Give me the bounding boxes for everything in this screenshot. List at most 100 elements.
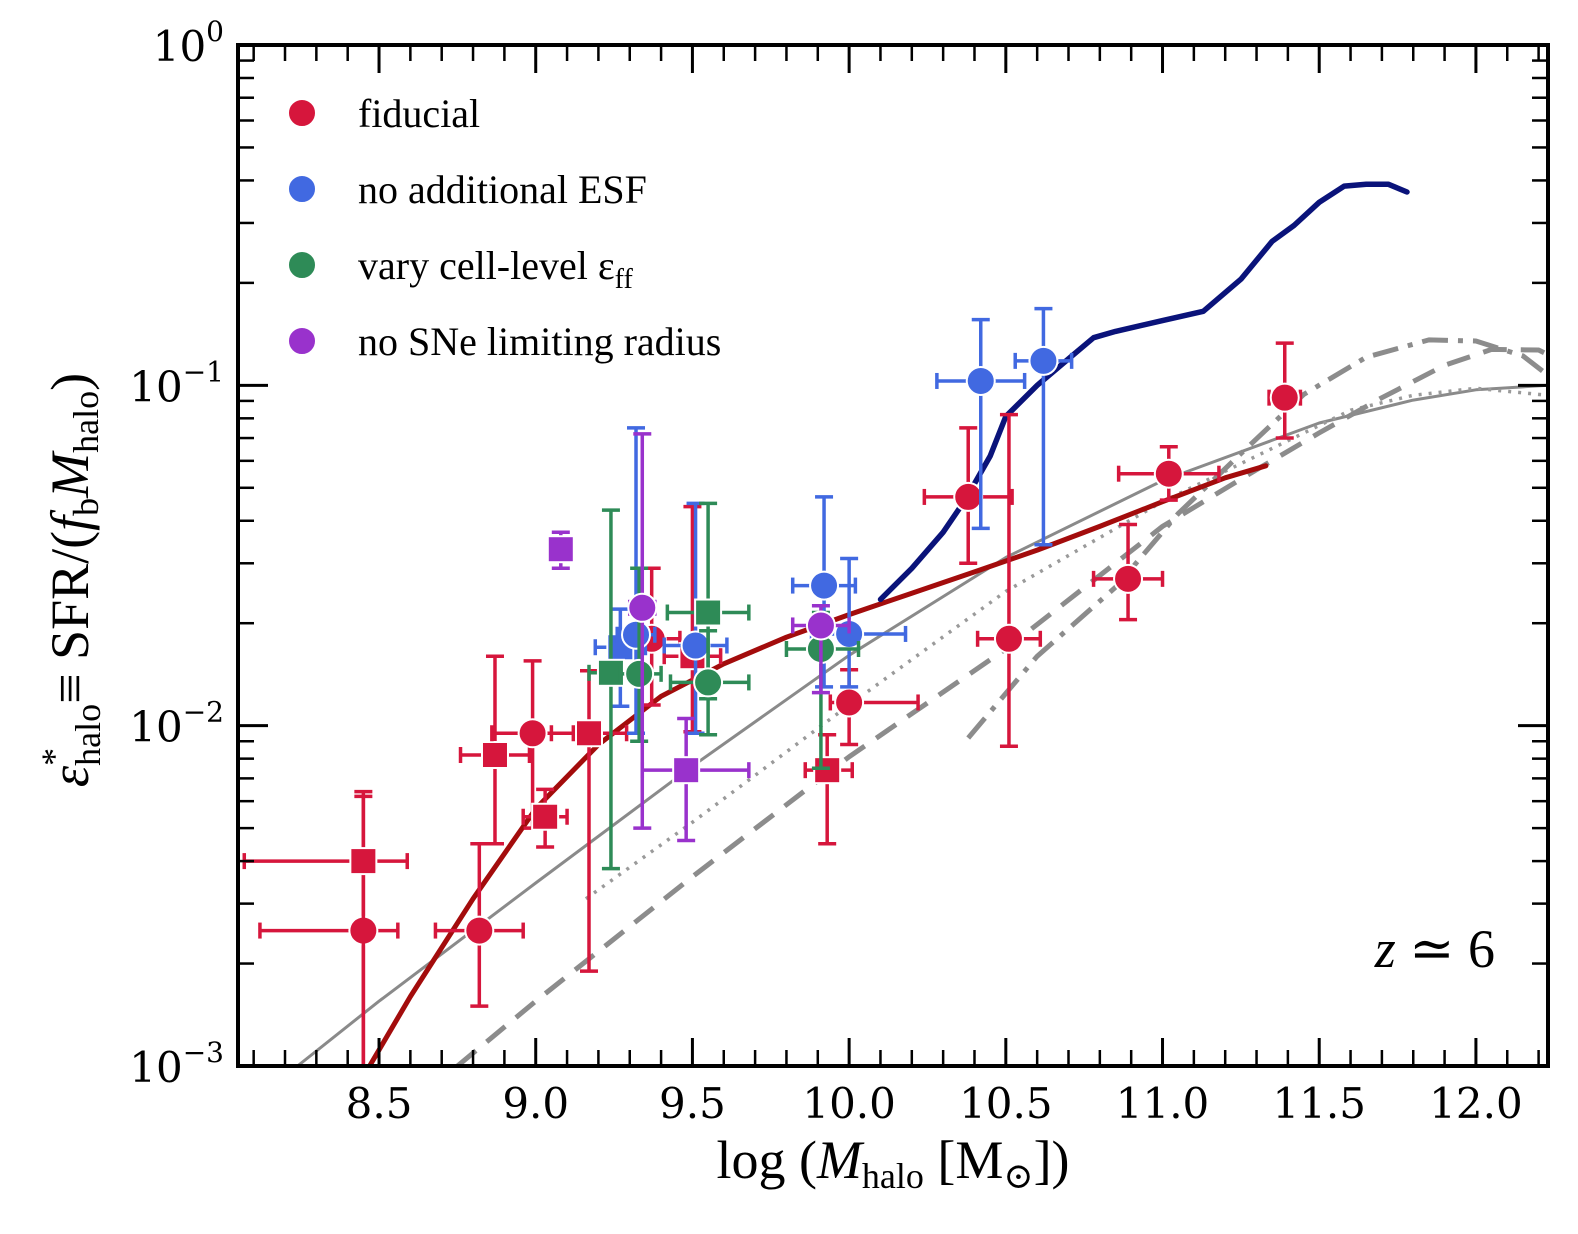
marker-circle bbox=[993, 623, 1024, 654]
marker-circle bbox=[965, 365, 996, 396]
legend-marker bbox=[287, 250, 317, 280]
x-label-sun: ⊙ bbox=[1003, 1156, 1033, 1196]
point-fiducial-2 bbox=[433, 841, 525, 1008]
line-gray-solid bbox=[296, 383, 1548, 1066]
y-tick-label: 10−1 bbox=[129, 355, 224, 411]
legend-label: no SNe limiting radius bbox=[358, 319, 721, 364]
y-tick-exponent: −3 bbox=[183, 1036, 224, 1069]
y-tick-base: 10 bbox=[129, 703, 182, 752]
legend-item-2: vary cell-level εff bbox=[287, 243, 633, 295]
x-label-prefix: log ( bbox=[716, 1130, 817, 1190]
y-label-eps: ε bbox=[40, 765, 100, 787]
x-label-unit: [M bbox=[924, 1130, 1004, 1190]
point-fiducial-14 bbox=[1116, 444, 1221, 502]
fit-curves bbox=[367, 181, 1410, 1066]
line-no-ESF-curve bbox=[877, 181, 1410, 603]
legend: fiducial no additional ESF vary cell-level… bbox=[287, 91, 721, 364]
point-fiducial-9 bbox=[803, 733, 855, 846]
y-tick-base: 10 bbox=[129, 362, 182, 411]
x-tick-label: 9.5 bbox=[659, 1079, 726, 1128]
point-no-additional-esf-5 bbox=[935, 317, 1027, 531]
point-fiducial-3 bbox=[458, 654, 532, 846]
point-fiducial-10 bbox=[828, 667, 920, 747]
marker-circle bbox=[680, 630, 711, 661]
point-vary-cell-level-eff-1 bbox=[615, 566, 663, 743]
marker-circle bbox=[693, 667, 724, 698]
point-no-sne-limiting-radius-0 bbox=[546, 530, 575, 571]
model-curves bbox=[296, 337, 1548, 1066]
y-axis-label: ε*halo≡ SFR/(fbMhalo) bbox=[34, 373, 108, 787]
point-vary-cell-level-eff-0 bbox=[587, 508, 638, 871]
redshift-var: z bbox=[1374, 919, 1396, 979]
y-label-eq: ≡ SFR/( bbox=[40, 531, 100, 704]
legend-item-0: fiducial bbox=[287, 91, 480, 136]
x-tick-label: 10.5 bbox=[959, 1079, 1053, 1128]
x-tick-label: 10.0 bbox=[802, 1079, 896, 1128]
plot-frame bbox=[236, 43, 1550, 1068]
y-tick-base: 10 bbox=[153, 22, 206, 71]
y-tick-label: 10−3 bbox=[129, 1036, 224, 1092]
marker-circle bbox=[627, 592, 658, 623]
point-fiducial-11 bbox=[922, 426, 1014, 566]
y-label-fb-sub: b bbox=[66, 498, 106, 516]
point-no-additional-esf-3 bbox=[790, 495, 858, 689]
y-label-close: ) bbox=[40, 373, 100, 391]
y-label-sub: halo bbox=[68, 704, 108, 766]
legend-label-text: no SNe limiting radius bbox=[358, 319, 721, 364]
marker-circle bbox=[809, 570, 840, 601]
x-axis-label: log (Mhalo [M⊙]) bbox=[716, 1130, 1069, 1196]
y-tick-exponent: −2 bbox=[183, 696, 224, 729]
point-fiducial-13 bbox=[1091, 522, 1165, 622]
marker-circle bbox=[1153, 458, 1184, 489]
point-fiducial-12 bbox=[975, 412, 1043, 749]
y-tick-label: 10−2 bbox=[129, 696, 224, 752]
marker-circle bbox=[621, 619, 652, 650]
line-gray-dotted bbox=[584, 386, 1548, 901]
marker-circle bbox=[464, 915, 495, 946]
x-label-sub: halo bbox=[862, 1156, 924, 1196]
legend-marker bbox=[287, 326, 317, 356]
legend-item-1: no additional ESF bbox=[287, 167, 647, 212]
point-fiducial-5 bbox=[521, 787, 569, 849]
legend-label-text: fiducial bbox=[358, 91, 480, 136]
x-tick-label: 11.0 bbox=[1116, 1079, 1210, 1128]
marker-square bbox=[546, 535, 575, 564]
marker-square bbox=[349, 847, 378, 876]
x-tick-label: 12.0 bbox=[1429, 1079, 1523, 1128]
legend-label: no additional ESF bbox=[358, 167, 647, 212]
line-gray-dashdot bbox=[966, 337, 1548, 740]
marker-circle bbox=[953, 481, 984, 512]
marker-circle bbox=[517, 718, 548, 749]
x-label-var: M bbox=[816, 1130, 865, 1190]
y-tick-base: 10 bbox=[129, 1043, 182, 1092]
marker-square bbox=[480, 740, 509, 769]
x-tick-label: 11.5 bbox=[1272, 1079, 1366, 1128]
y-tick-label: 100 bbox=[153, 15, 224, 71]
y-label-mdot-sub: halo bbox=[66, 391, 106, 453]
x-label-close: ]) bbox=[1034, 1130, 1070, 1190]
marker-square bbox=[694, 598, 723, 627]
marker-square bbox=[672, 756, 701, 785]
legend-item-3: no SNe limiting radius bbox=[287, 319, 721, 364]
legend-label-text: vary cell-level ε bbox=[358, 243, 615, 288]
marker-circle bbox=[834, 687, 865, 718]
point-fiducial-1 bbox=[242, 789, 409, 1068]
point-no-additional-esf-6 bbox=[1013, 306, 1074, 547]
x-tick-label: 9.0 bbox=[502, 1079, 569, 1128]
y-label-mdot: M bbox=[40, 450, 100, 499]
marker-square bbox=[813, 756, 842, 785]
legend-label: vary cell-level εff bbox=[358, 243, 633, 295]
point-fiducial-6 bbox=[549, 668, 629, 973]
legend-label-text: no additional ESF bbox=[358, 167, 647, 212]
redshift-annotation: z ≃ 6 bbox=[1374, 919, 1495, 979]
y-tick-exponent: −1 bbox=[183, 355, 224, 388]
legend-marker bbox=[287, 174, 317, 204]
marker-circle bbox=[1028, 345, 1059, 376]
marker-circle bbox=[805, 610, 836, 641]
legend-marker bbox=[287, 98, 317, 128]
point-no-sne-limiting-radius-3 bbox=[790, 604, 851, 695]
point-fiducial-0 bbox=[258, 794, 400, 1068]
y-label-sup: * bbox=[34, 748, 74, 766]
point-vary-cell-level-eff-3 bbox=[668, 629, 751, 737]
